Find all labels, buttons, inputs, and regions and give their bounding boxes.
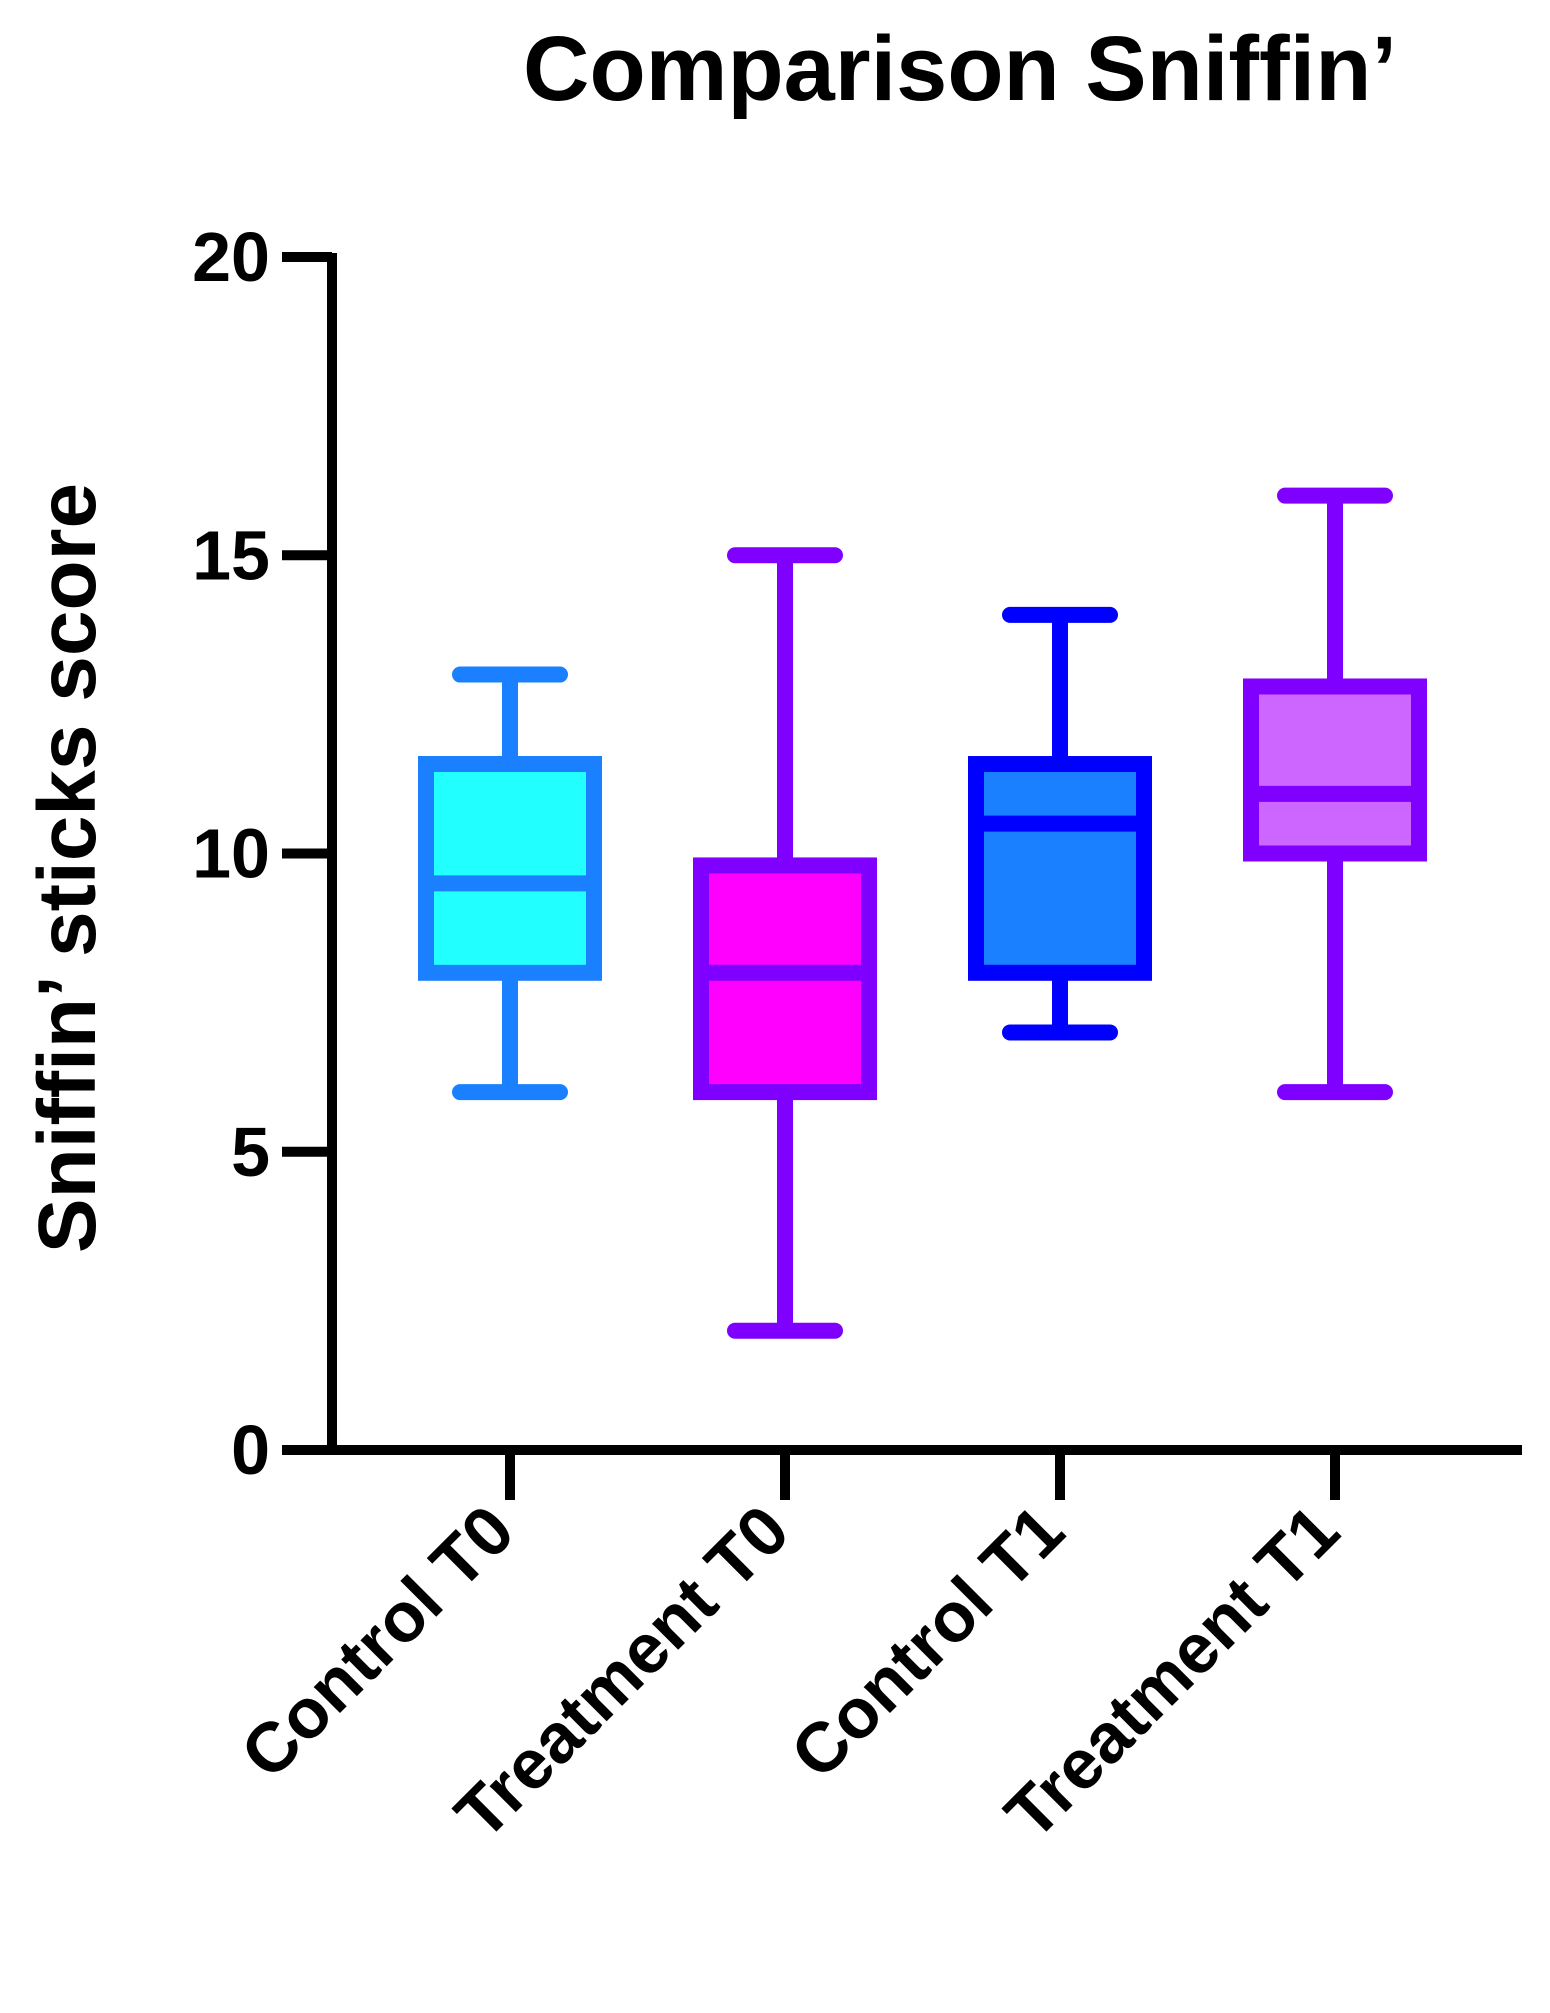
- x-tick-label: Control T1: [776, 1490, 1079, 1793]
- box-iqr: [418, 756, 602, 981]
- box-group: [968, 606, 1152, 1041]
- y-tick-label: 10: [192, 815, 270, 893]
- box-iqr: [1243, 678, 1427, 862]
- box-group: [1243, 487, 1427, 1101]
- chart-title: Comparison Sniffin’: [523, 18, 1397, 120]
- y-tick-label: 15: [192, 516, 270, 594]
- y-tick-label: 0: [231, 1411, 270, 1489]
- y-tick-label: 20: [192, 218, 270, 296]
- x-tick-label: Control T0: [226, 1490, 529, 1793]
- box-group: [418, 666, 602, 1101]
- box-group: [693, 547, 877, 1339]
- box-iqr: [968, 756, 1152, 981]
- y-tick-label: 5: [231, 1113, 270, 1191]
- y-axis-label: Sniffin’ sticks score: [22, 483, 113, 1253]
